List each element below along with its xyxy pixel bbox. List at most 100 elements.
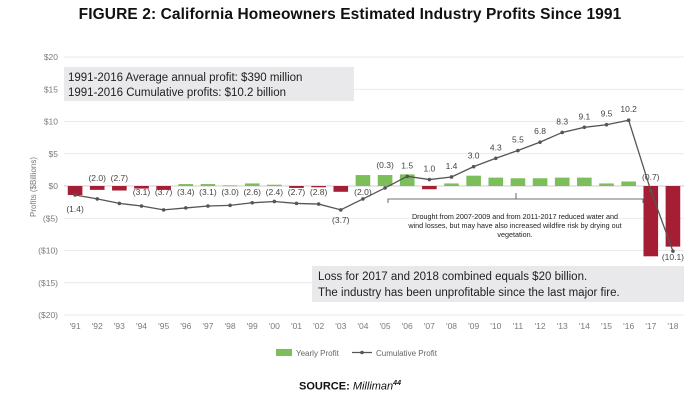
x-tick-label: '06 — [402, 321, 413, 331]
cumulative-data-label: 9.1 — [578, 111, 590, 121]
cumulative-point — [95, 197, 100, 201]
y-axis-label: Profits ($Billions) — [29, 157, 38, 217]
profit-bar — [488, 177, 504, 186]
x-tick-label: '09 — [468, 321, 479, 331]
profit-bar — [267, 184, 282, 186]
profit-bar — [577, 177, 592, 186]
profit-bar — [466, 175, 481, 186]
cumulative-point — [582, 125, 587, 130]
x-tick-label: '95 — [158, 321, 169, 331]
x-tick-label: '04 — [357, 321, 368, 331]
summary-line-1: 1991-2016 Average annual profit: $390 mi… — [68, 72, 302, 84]
x-tick-label: '07 — [424, 321, 435, 331]
cumulative-data-label: (0.7) — [642, 172, 660, 182]
profit-bar — [222, 185, 238, 187]
profit-bar — [67, 186, 83, 196]
profit-bar — [355, 175, 371, 186]
legend-label-cumulative-profit: Cumulative Profit — [376, 349, 438, 358]
profit-bar — [422, 186, 437, 190]
cumulative-point — [427, 177, 432, 182]
cumulative-point — [73, 193, 77, 197]
cumulative-point — [383, 186, 387, 190]
source-label: SOURCE: — [299, 380, 350, 393]
x-tick-label: '13 — [557, 321, 568, 331]
profit-bar — [178, 184, 194, 186]
cumulative-point — [294, 201, 299, 206]
y-tick-label: ($15) — [38, 278, 58, 288]
x-tick-label: '17 — [645, 321, 656, 331]
drought-bracket — [387, 198, 644, 203]
cumulative-point — [493, 156, 498, 161]
cumulative-data-label: 10.2 — [620, 104, 637, 114]
x-tick-label: '02 — [313, 321, 324, 331]
cumulative-data-label: (2.8) — [310, 187, 328, 197]
cumulative-point — [671, 249, 675, 253]
x-tick-label: '00 — [269, 321, 280, 331]
x-tick-label: '12 — [535, 321, 546, 331]
x-tick-label: '97 — [202, 321, 213, 331]
profit-bar — [554, 177, 570, 186]
cumulative-data-label: 3.0 — [468, 151, 480, 161]
profit-bar — [200, 184, 216, 186]
cumulative-point — [604, 122, 609, 127]
cumulative-point — [449, 175, 454, 179]
cumulative-data-label: (2.0) — [354, 187, 372, 197]
cumulative-data-label: 1.0 — [423, 164, 435, 174]
cumulative-point — [228, 203, 232, 208]
drought-note-line-2: wind losses, but may have also increased… — [407, 221, 621, 230]
cumulative-point — [161, 208, 166, 212]
profit-bar — [399, 174, 415, 186]
cumulative-point — [405, 174, 410, 179]
profit-bar — [532, 178, 548, 186]
cumulative-data-label: (2.0) — [88, 173, 106, 183]
x-tick-label: '18 — [667, 321, 678, 331]
cumulative-data-label: (2.6) — [243, 187, 261, 197]
cumulative-point — [117, 201, 122, 206]
profit-bar — [377, 175, 393, 186]
profit-bar — [89, 186, 105, 190]
cumulative-point — [560, 130, 565, 135]
loss-line-1: Loss for 2017 and 2018 combined equals $… — [318, 271, 587, 283]
x-tick-label: '98 — [225, 321, 236, 331]
drought-note-line-3: vegetation. — [497, 230, 532, 239]
cumulative-data-label: 1.5 — [401, 160, 413, 170]
x-tick-label: '93 — [114, 321, 125, 331]
profit-bar — [643, 186, 659, 257]
cumulative-line — [74, 119, 674, 252]
profit-bar — [510, 178, 526, 186]
cumulative-point — [471, 164, 476, 169]
x-axis: '91 '92 '93 '94 '95 '96 '97 '98 '99 '00 '01 '02 '03 '… — [70, 321, 679, 331]
legend-swatch-yearly-profit — [276, 349, 292, 356]
profit-bar — [444, 183, 459, 186]
cumulative-point — [183, 206, 188, 210]
profit-bar — [244, 183, 260, 186]
source-name: Milliman — [352, 380, 394, 393]
cumulative-data-label: 8.3 — [556, 116, 568, 126]
cumulative-data-label: (2.4) — [266, 187, 284, 197]
cumulative-data-label: (2.7) — [111, 173, 129, 183]
cumulative-data-label: 1.4 — [446, 161, 458, 171]
loss-line-2: The industry has been unprofitable since… — [318, 287, 620, 299]
cumulative-point — [206, 204, 210, 208]
cumulative-data-label: 6.8 — [534, 126, 546, 136]
source-line: SOURCE: Milliman44 — [0, 380, 700, 393]
profit-bar — [289, 186, 304, 188]
y-tick-label: ($10) — [38, 246, 58, 256]
cumulative-data-label: (3.4) — [177, 187, 195, 197]
cumulative-data-label: (3.7) — [155, 187, 173, 197]
profit-bar — [112, 186, 127, 191]
legend-swatch-cumulative-marker — [360, 350, 364, 355]
x-tick-label: '11 — [513, 321, 524, 331]
cumulative-data-label: (3.1) — [199, 187, 217, 197]
x-tick-label: '03 — [335, 321, 346, 331]
y-tick-label: $0 — [49, 181, 59, 191]
x-tick-label: '16 — [623, 321, 634, 331]
cumulative-data-label: (1.4) — [66, 204, 84, 214]
y-tick-label: $15 — [44, 84, 58, 94]
cumulative-data-label: (3.1) — [133, 187, 151, 197]
y-tick-label: $5 — [49, 149, 59, 159]
cumulative-data-label: 9.5 — [601, 109, 613, 119]
cumulative-data-label: (3.0) — [221, 187, 239, 197]
cumulative-point — [139, 204, 144, 208]
x-tick-label: '15 — [601, 321, 612, 331]
